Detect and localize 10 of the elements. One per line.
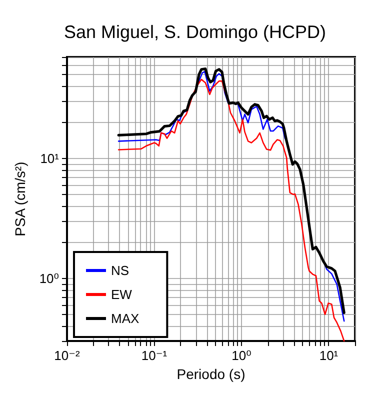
legend-label: MAX (111, 311, 140, 326)
legend-label: NS (111, 263, 130, 278)
x-tick-label: 10⁻¹ (141, 348, 168, 363)
chart-title: San Miguel, S. Domingo (HCPD) (64, 22, 326, 42)
x-tick-label: 10⁻² (54, 348, 80, 363)
x-tick-label: 10¹ (319, 348, 339, 363)
x-axis-title: Periodo (s) (176, 366, 246, 382)
y-axis-title: PSA (cm/s²) (12, 162, 28, 236)
x-tick-label: 10⁰ (232, 348, 252, 363)
legend-label: EW (111, 287, 133, 302)
